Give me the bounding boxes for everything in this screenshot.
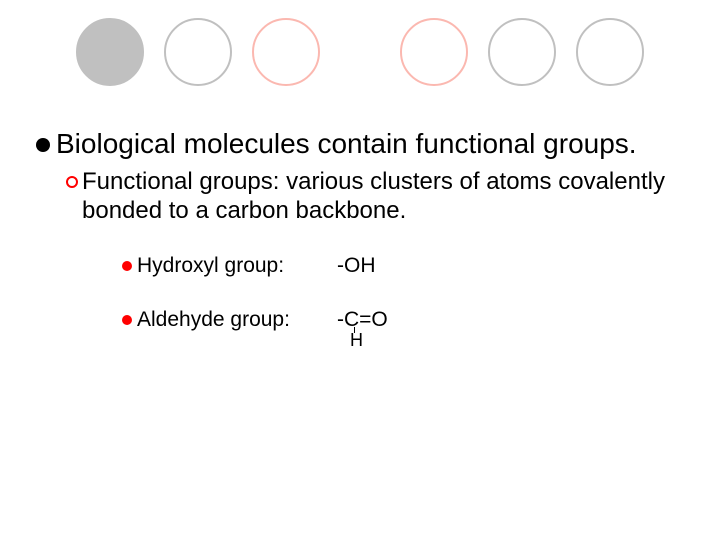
level3-list: Hydroxyl group: -OH Aldehyde group: -C=O… [122, 254, 684, 332]
bullet-disc-icon [36, 138, 50, 152]
bullet-small-icon [122, 315, 132, 325]
circle-gap [340, 18, 380, 86]
level1-text: Biological molecules contain functional … [56, 128, 637, 160]
circle-outline-gray [488, 18, 556, 86]
level3-item: Aldehyde group: -C=O H [122, 308, 684, 332]
level2-text: Functional groups: various clusters of a… [82, 168, 684, 226]
level2-item: Functional groups: various clusters of a… [66, 168, 684, 332]
content-area: Biological molecules contain functional … [36, 128, 684, 362]
level2-row: Functional groups: various clusters of a… [66, 168, 684, 226]
circle-outline-red [252, 18, 320, 86]
level3-formula: -C=O H [337, 308, 388, 332]
circle-outline-gray [576, 18, 644, 86]
level3-label: Hydroxyl group: [137, 254, 337, 278]
circle-outline-red [400, 18, 468, 86]
level3-formula: -OH [337, 254, 376, 278]
formula-main: -OH [337, 254, 376, 277]
level1-row: Biological molecules contain functional … [36, 128, 684, 160]
formula-sub: H [350, 330, 363, 351]
level1-item: Biological molecules contain functional … [36, 128, 684, 332]
circle-outline-gray [164, 18, 232, 86]
bullet-small-icon [122, 261, 132, 271]
level3-label: Aldehyde group: [137, 308, 337, 332]
decorative-circles-row [0, 18, 720, 86]
bullet-ring-icon [66, 176, 78, 188]
slide: Biological molecules contain functional … [0, 0, 720, 540]
formula-main: -C=O [337, 308, 388, 331]
circle-filled-gray [76, 18, 144, 86]
level3-item: Hydroxyl group: -OH [122, 254, 684, 278]
